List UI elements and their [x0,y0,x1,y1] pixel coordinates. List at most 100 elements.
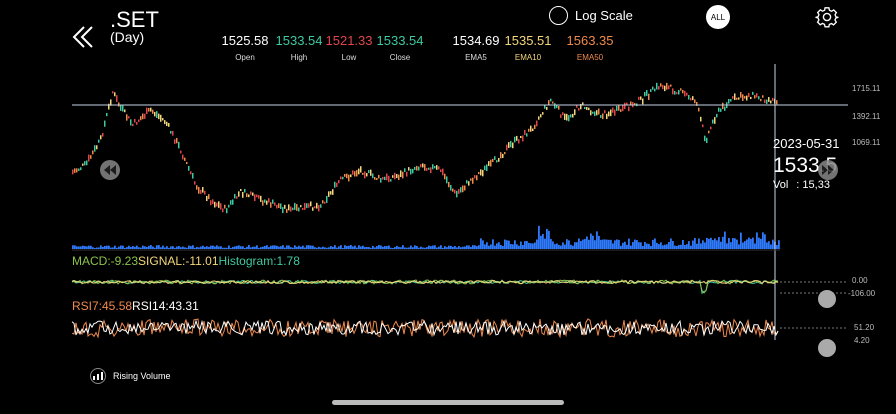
candle [250,191,252,195]
candle [106,112,108,117]
volume-bar [300,246,302,249]
gear-icon[interactable] [815,5,839,29]
volume-bar [398,246,400,249]
quote-high: 1533.54 High [264,34,334,63]
candle [156,111,158,118]
volume-bar [658,244,660,249]
candle [334,181,336,188]
candle [394,172,396,180]
all-button[interactable]: ALL [706,5,730,29]
volume-bar [642,245,644,249]
scroll-right-button[interactable] [818,160,838,180]
volume-bar [242,246,244,249]
candle [256,194,258,198]
signal-line [71,279,779,285]
volume-bar [654,238,656,249]
volume-bar [270,245,272,249]
candle [246,193,248,198]
quote-ema5: 1534.69 EMA5 [441,34,511,63]
candle [770,100,772,104]
candle [626,102,628,106]
rising-volume-legend[interactable]: Rising Volume [90,368,171,384]
candle [576,105,578,108]
log-scale-toggle[interactable]: Log Scale [549,6,633,25]
volume-bar [504,239,506,249]
volume-bar [554,244,556,249]
candle [294,202,296,210]
volume-bar [256,245,258,249]
link-icon[interactable] [818,290,836,308]
candle [150,107,152,112]
candle [616,105,618,111]
volume-bar [616,239,618,249]
volume-bar [622,242,624,249]
candle [346,173,348,179]
candle [244,188,246,193]
volume-bar [730,242,732,249]
volume-bar [338,246,340,249]
candle [404,168,406,173]
candle [480,169,482,176]
scroll-left-button[interactable] [100,160,120,180]
candle [668,85,670,90]
candle [768,97,770,102]
candle [686,92,688,96]
candle [326,196,328,203]
candle [108,103,110,110]
volume-bar [166,246,168,249]
candle [544,104,546,109]
candle [706,137,708,143]
candle [102,132,104,137]
candle [124,109,126,113]
quote-label: EMA50 [576,53,604,62]
quote-value: 1533.54 [376,33,424,48]
candle [730,99,732,102]
candle [160,114,162,122]
volume-bar [96,247,98,249]
candle [488,161,490,166]
quote-value: 1534.69 [452,33,500,48]
candle [610,109,612,117]
volume-bar [122,245,124,249]
volume-bar [110,247,112,249]
volume-bar [102,246,104,249]
volume-bar [592,235,594,249]
candle [564,113,566,120]
candle [492,158,494,162]
volume-bar [450,245,452,249]
candle [356,170,358,177]
candle [444,173,446,180]
volume-bar [304,247,306,249]
back-chevron-icon[interactable] [70,24,96,50]
candle [476,175,478,181]
volume-bar [562,242,564,249]
volume-bar [698,238,700,249]
volume-bar [566,239,568,249]
volume-bar [90,245,92,249]
volume-bar [522,245,524,249]
volume-bar [518,245,520,249]
volume-bar [444,246,446,249]
candle [646,90,648,96]
candle [260,195,262,202]
volume-bar [706,237,708,249]
volume-bar [370,247,372,249]
volume-bar [144,246,146,249]
volume-bar [306,245,308,249]
candle [362,172,364,175]
volume-bar [734,238,736,249]
home-indicator[interactable] [332,400,564,405]
candle [586,106,588,110]
volume-bar [382,246,384,249]
volume-bar [694,238,696,249]
candle [152,109,154,114]
candle [440,169,442,173]
link-icon[interactable] [818,339,836,357]
volume-bar [176,246,178,249]
radio-icon[interactable] [549,6,568,25]
volume-bar [468,245,470,249]
candle [722,102,724,110]
macd-value: MACD:-9.23 [72,254,139,268]
volume-bar [298,245,300,249]
